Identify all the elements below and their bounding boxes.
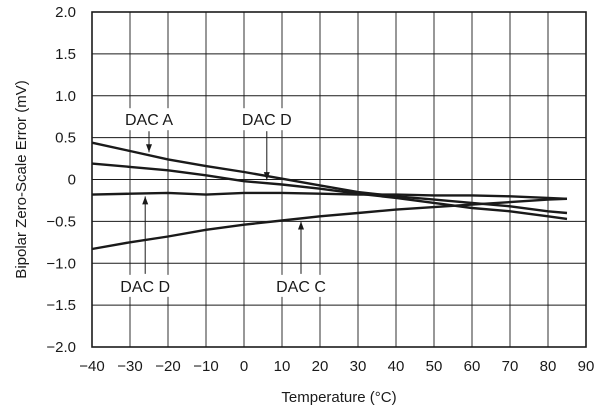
annotation-arrowhead (263, 172, 270, 181)
series-line-dac-a-0 (91, 141, 568, 215)
grid (92, 12, 586, 347)
series-line-dac-c-3 (91, 197, 568, 251)
annotation-label: DAC D (242, 112, 292, 129)
y-tick-label: −1.0 (46, 255, 76, 272)
annotations: DAC A DAC D DAC D DAC C (118, 108, 328, 297)
series-line-dac-d-2 (91, 191, 568, 200)
annotation-label: DAC A (125, 112, 173, 129)
y-tick-label: 0 (68, 172, 76, 189)
annotation-arrowhead (298, 221, 304, 230)
annotation-2: DAC D (118, 196, 173, 297)
annotation-label-background (274, 274, 328, 297)
x-tick-label: 90 (578, 358, 595, 375)
annotation-label: DAC D (120, 279, 170, 296)
annotation-arrowhead (146, 144, 152, 153)
x-tick-label: 30 (350, 358, 367, 375)
annotation-label: DAC C (276, 279, 326, 296)
annotation-arrowhead (142, 196, 149, 205)
plot-frame (91, 11, 587, 348)
series-line-dac-d-1 (91, 162, 568, 221)
x-tick-label: −20 (155, 358, 180, 375)
x-tick-label: 10 (274, 358, 291, 375)
annotation-label-background (122, 108, 176, 131)
x-axis-label: Temperature (°C) (281, 389, 396, 406)
x-tick-label: 60 (464, 358, 481, 375)
y-axis-label: Bipolar Zero-Scale Error (mV) (13, 80, 30, 278)
x-tick-label: 40 (388, 358, 405, 375)
x-tick-label: −10 (193, 358, 218, 375)
y-tick-label: 0.5 (55, 130, 76, 147)
annotation-3: DAC C (274, 221, 328, 297)
x-tick-label: 50 (426, 358, 443, 375)
x-tick-label: 80 (540, 358, 557, 375)
y-tick-label: 1.5 (55, 46, 76, 63)
annotation-label-background (118, 274, 173, 297)
x-tick-label: −30 (117, 358, 142, 375)
x-tick-label: 20 (312, 358, 329, 375)
y-tick-labels: 2.0 1.5 1.0 0.5 0 −0.5 −1.0 −1.5 −2.0 (46, 4, 76, 356)
y-tick-label: −0.5 (46, 213, 76, 230)
annotation-1: DAC D (239, 108, 294, 181)
annotation-label-background (239, 108, 294, 131)
y-tick-label: 2.0 (55, 4, 76, 21)
x-tick-label: 0 (240, 358, 248, 375)
y-tick-label: 1.0 (55, 88, 76, 105)
x-tick-label: 70 (502, 358, 519, 375)
x-tick-label: −40 (79, 358, 104, 375)
x-tick-labels: −40 −30 −20 −10 0 10 20 30 40 50 60 70 80 90 (79, 358, 594, 375)
y-tick-label: −2.0 (46, 339, 76, 356)
annotation-0: DAC A (122, 108, 176, 153)
y-tick-label: −1.5 (46, 297, 76, 314)
series-lines (91, 141, 568, 251)
